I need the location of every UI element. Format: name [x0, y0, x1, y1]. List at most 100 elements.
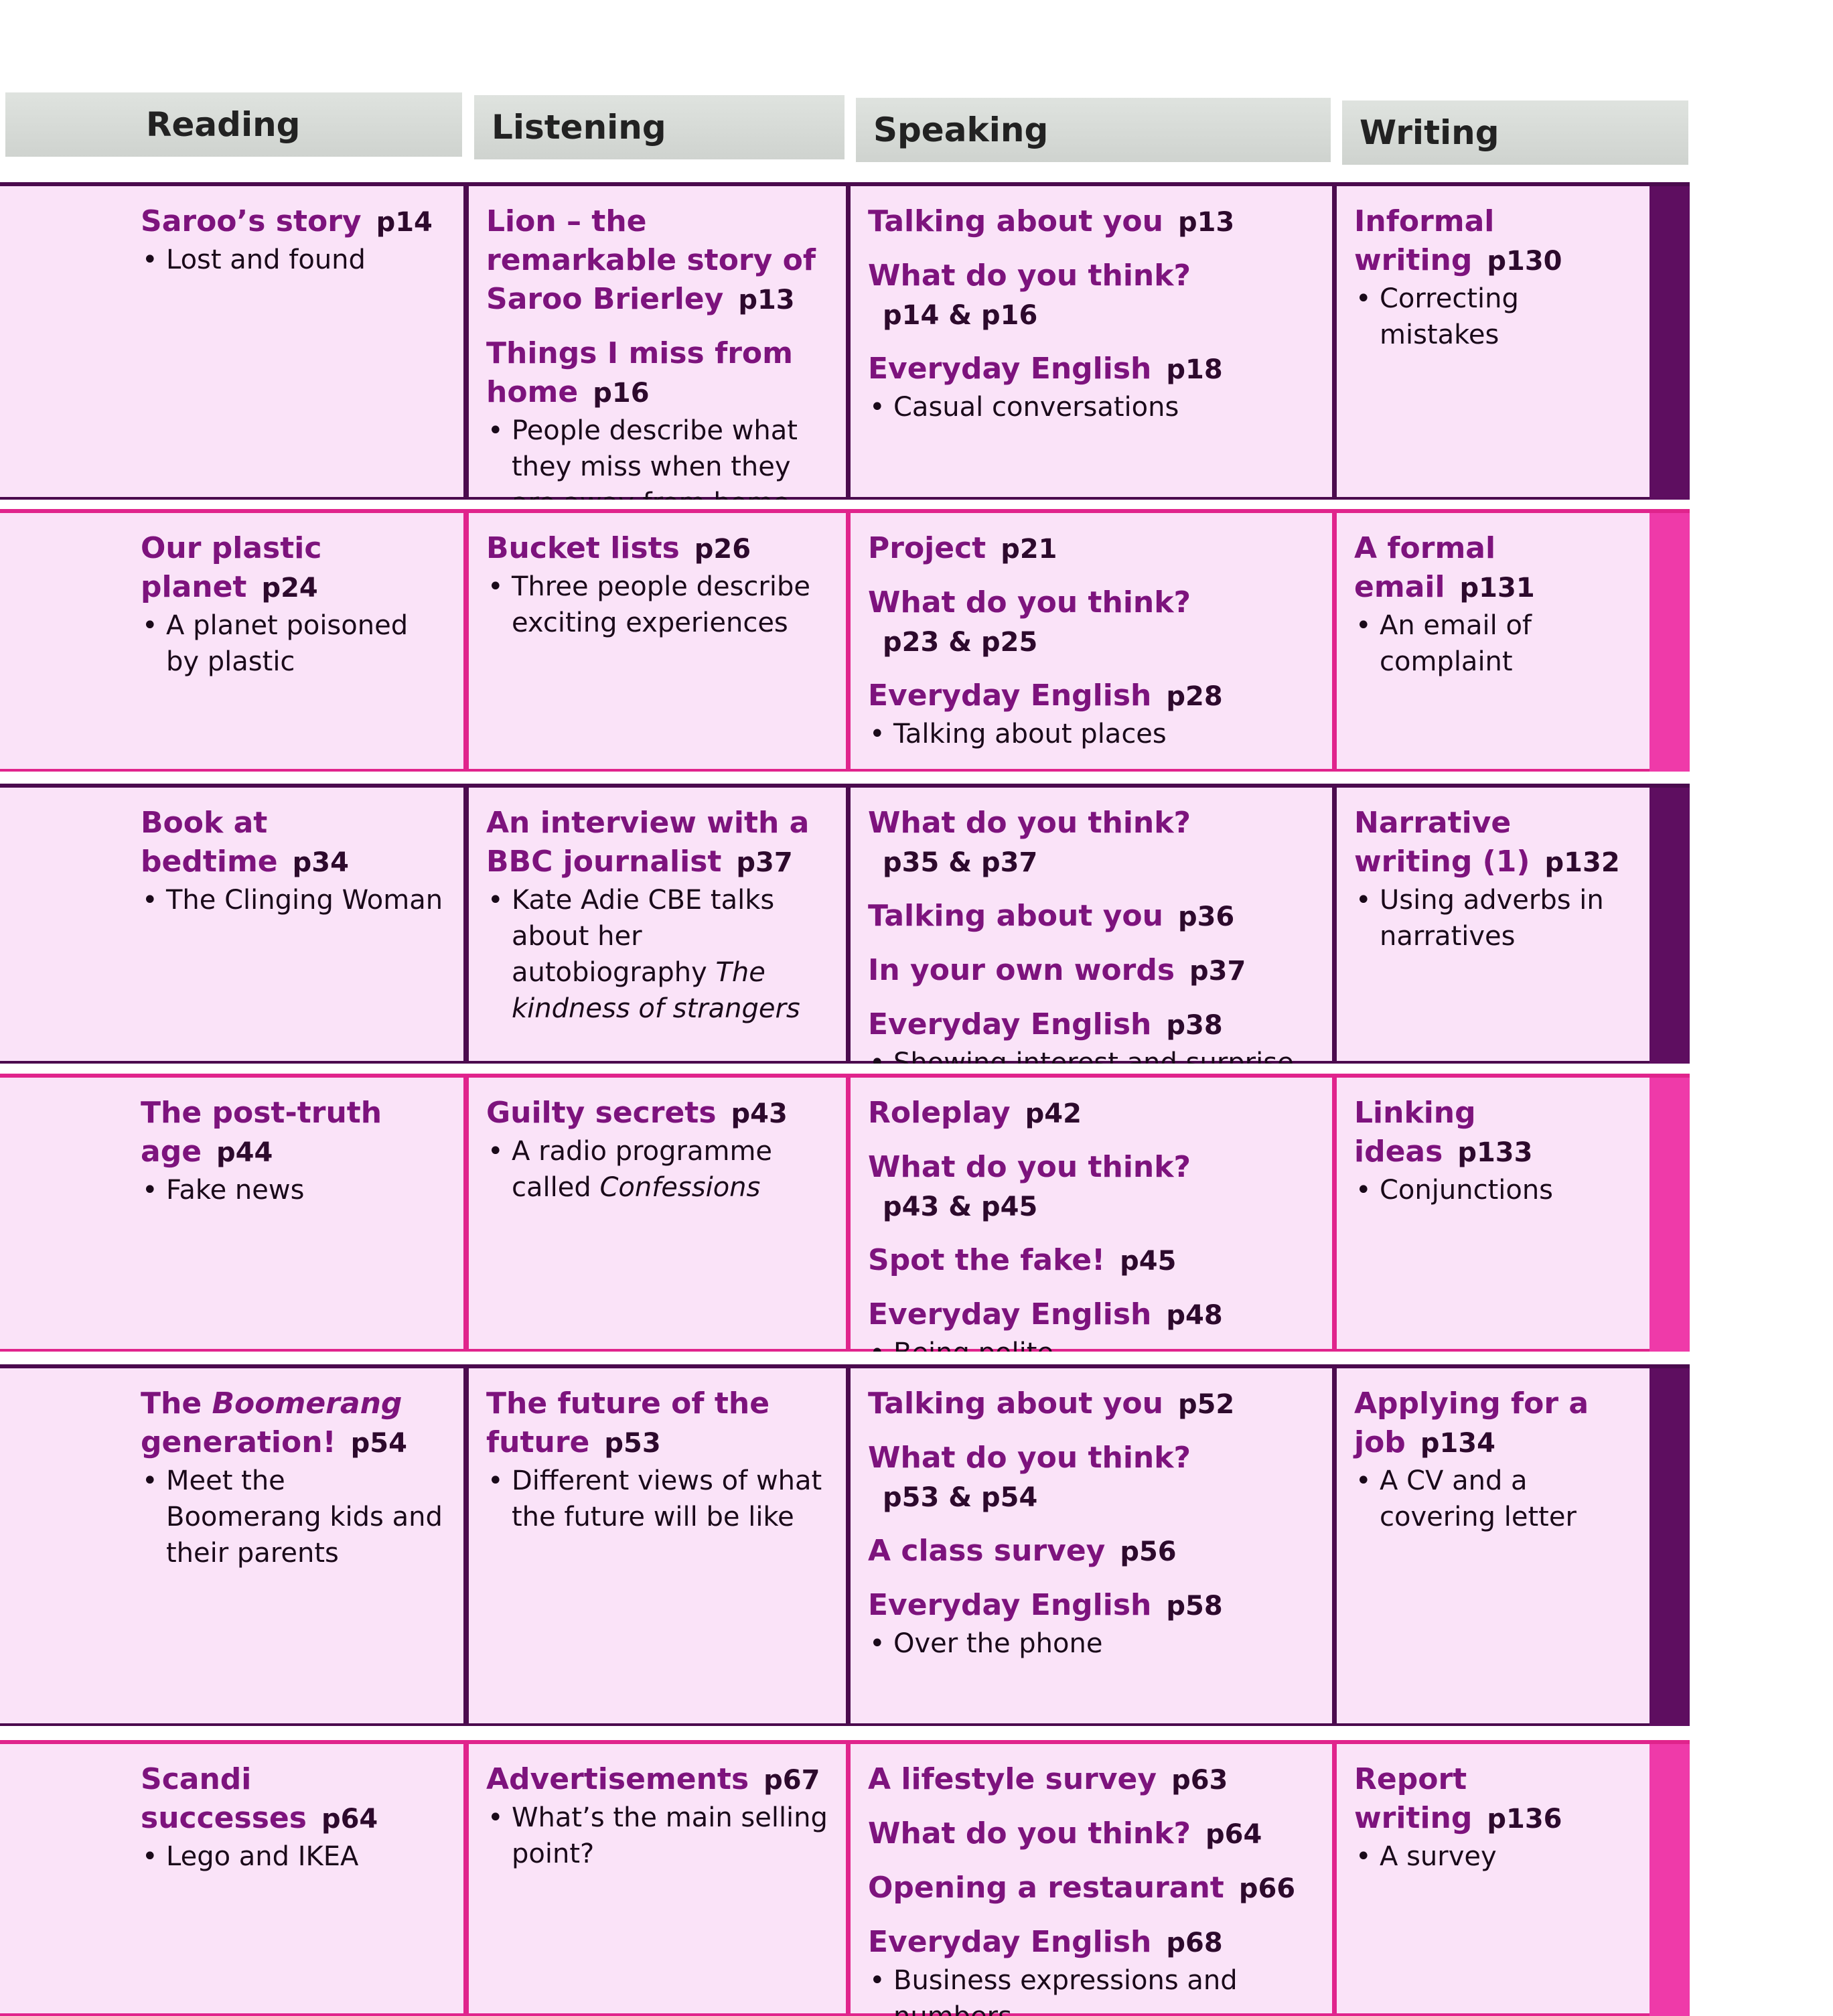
cell: Bucket lists p26 Three people describe exc…: [469, 513, 846, 769]
text: Report writing: [1354, 1762, 1473, 1835]
bullet: The Clinging Woman: [141, 882, 446, 918]
item: Everyday English p18 Casual conversations: [868, 350, 1315, 425]
item-title: What do you think? p53 & p54: [868, 1439, 1315, 1517]
text: Scandi successes: [141, 1762, 307, 1835]
page-ref: p18: [1166, 354, 1223, 385]
page-ref: p64: [1205, 1819, 1262, 1850]
unit-row: Saroo’s story p14 Lost and found Lion – the…: [0, 182, 1690, 500]
item-title: A class survey p56: [868, 1532, 1315, 1571]
page-ref: p37: [1189, 956, 1246, 987]
text: A survey: [1380, 1841, 1497, 1872]
unit-row: Book at bedtime p34 The Clinging Woman An i…: [0, 784, 1690, 1064]
item-title: Opening a restaurant p66: [868, 1869, 1315, 1908]
item: Saroo’s story p14 Lost and found: [141, 202, 446, 278]
page-ref: p66: [1238, 1873, 1296, 1904]
text: Everyday English: [868, 678, 1152, 713]
page-ref: p67: [763, 1765, 820, 1796]
item-title: Our plastic planet p24: [141, 529, 446, 607]
cell: Saroo’s story p14 Lost and found: [0, 186, 463, 497]
item: Advertisements p67 What’s the main selling…: [486, 1760, 828, 1872]
text: Writing: [1360, 113, 1499, 152]
page-ref: p23 & p25: [883, 627, 1038, 658]
page-ref: p136: [1487, 1804, 1562, 1834]
unit-row: The Boomerang generation! p54 Meet the Boo…: [0, 1364, 1690, 1726]
item: A formal emailp131An email of complaint: [1354, 529, 1632, 680]
page-ref: p16: [593, 378, 650, 409]
item-title: Spot the fake! p45: [868, 1241, 1315, 1281]
item: Everyday English p58 Over the phone: [868, 1586, 1315, 1662]
bullet: Kate Adie CBE talks about her autobiogra…: [486, 882, 828, 1027]
text-segment: Confessions: [599, 1172, 761, 1203]
text: Spot the fake!: [868, 1243, 1106, 1277]
text: A lifestyle survey: [868, 1762, 1157, 1796]
text: Roleplay: [868, 1096, 1011, 1130]
cell: Applying for a jobp134A CV and a coverin…: [1337, 1368, 1649, 1723]
text: Opening a restaurant: [868, 1871, 1224, 1905]
item: Everyday English p48 Being polite: [868, 1295, 1315, 1352]
cell: Report writing p136 A survey: [1337, 1744, 1649, 2013]
text: Lost and found: [166, 244, 366, 275]
cell: Informal writingp130Correcting mistakes: [1337, 186, 1649, 497]
text: Project: [868, 531, 986, 565]
bullet: Talking about places: [868, 716, 1315, 752]
page-ref: p21: [1001, 534, 1057, 565]
page-ref: p131: [1459, 573, 1535, 603]
cell: Roleplay p42 What do you think? p43 & p45 Sp…: [851, 1078, 1332, 1352]
cell: Talking about you p13 What do you think? p1…: [851, 186, 1332, 497]
item: Our plastic planetp24A planet poisoned b…: [141, 529, 446, 680]
item: Linking ideasp133Conjunctions: [1354, 1094, 1632, 1208]
item-title: Lion – the remarkable story of Saroo Bri…: [486, 202, 828, 319]
item-title: Everyday English p38: [868, 1005, 1315, 1045]
bullet: Over the phone: [868, 1626, 1315, 1662]
item: An interview with a BBC journalistp37Kat…: [486, 804, 828, 1027]
text: Informal writing: [1354, 204, 1495, 277]
item-title: Roleplay p42: [868, 1094, 1315, 1133]
item: Report writing p136 A survey: [1354, 1760, 1632, 1875]
item: Spot the fake! p45: [868, 1241, 1315, 1281]
text: What do you think?: [868, 259, 1191, 293]
text: Being polite: [893, 1338, 1053, 1352]
bullet: Lost and found: [141, 242, 446, 278]
item-title: Narrative writing (1) p132: [1354, 804, 1632, 882]
item-title: Saroo’s story p14: [141, 202, 446, 242]
item-title: Everyday English p48: [868, 1295, 1315, 1335]
item: The post-truth agep44Fake news: [141, 1094, 446, 1208]
item: Opening a restaurant p66: [868, 1869, 1315, 1908]
text: Lego and IKEA: [166, 1841, 359, 1872]
item: Roleplay p42: [868, 1094, 1315, 1133]
text-segment: The: [141, 1386, 212, 1421]
item-title: Scandi successes p64: [141, 1760, 446, 1839]
text: The Clinging Woman: [166, 885, 443, 916]
page-ref: p38: [1166, 1010, 1223, 1041]
item: What do you think? p14 & p16: [868, 257, 1315, 335]
item-title: Everyday English p68: [868, 1923, 1315, 1962]
bullet: What’s the main selling point?: [486, 1800, 828, 1872]
cell: The post-truth agep44Fake news: [0, 1078, 463, 1349]
item: Lion – the remarkable story of Saroo Bri…: [486, 202, 828, 319]
text: Our plastic planet: [141, 531, 322, 604]
item: Everyday English p38 Showing interest and …: [868, 1005, 1315, 1064]
item-title: Book at bedtime p34: [141, 804, 446, 882]
page-ref: p28: [1166, 681, 1223, 712]
page-ref: p45: [1120, 1246, 1177, 1277]
text-segment: Boomerang: [212, 1386, 402, 1421]
bullet: Different views of what the future will …: [486, 1463, 828, 1535]
item-title: What do you think? p43 & p45: [868, 1148, 1315, 1226]
text: The future of the future: [486, 1386, 770, 1459]
text: What do you think?: [868, 1150, 1191, 1184]
item: What do you think? p43 & p45: [868, 1148, 1315, 1226]
unit-row: Scandi successes p64 Lego and IKEA Advertis…: [0, 1740, 1690, 2016]
text: Different views of what the future will …: [512, 1465, 822, 1532]
text: What do you think?: [868, 1441, 1191, 1475]
cell: A lifestyle survey p63 What do you think? p…: [851, 1744, 1332, 2016]
text: Applying for a job: [1354, 1386, 1589, 1459]
bullet: Correcting mistakes: [1354, 281, 1632, 353]
bullet: A radio programme called Confessions: [486, 1133, 828, 1206]
text: Listening: [492, 108, 666, 147]
cell: Talking about you p52 What do you think? p5…: [851, 1368, 1332, 1723]
item-title: Report writing p136: [1354, 1760, 1632, 1839]
page-ref: p64: [321, 1804, 378, 1834]
page-ref: p13: [738, 285, 795, 315]
text: People describe what they miss when they…: [512, 415, 798, 500]
